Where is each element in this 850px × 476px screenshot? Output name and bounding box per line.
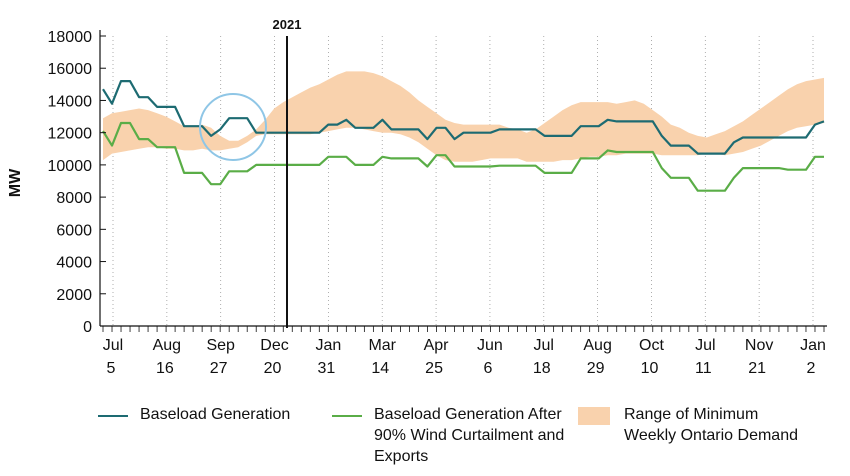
y-tick-label: 18000 xyxy=(48,29,93,46)
y-tick-label: 6000 xyxy=(56,222,92,239)
x-tick-month-label: Jan xyxy=(315,337,341,354)
y-tick-label: 12000 xyxy=(48,126,93,143)
year-marker-label: 2021 xyxy=(273,17,302,32)
x-tick-day-label: 2 xyxy=(807,360,816,377)
legend-label-demand-range: Range of Minimum Weekly Ontario Demand xyxy=(624,406,798,444)
legend: Baseload Generation Baseload Generation … xyxy=(0,404,850,476)
x-tick-month-label: Oct xyxy=(639,337,664,354)
legend-swatch-demand-range xyxy=(578,407,610,425)
x-tick-day-label: 10 xyxy=(641,360,659,377)
x-tick-month-label: Aug xyxy=(583,337,611,354)
y-tick-label: 4000 xyxy=(56,255,92,272)
x-tick-day-label: 29 xyxy=(587,360,605,377)
x-tick-day-label: 6 xyxy=(483,360,492,377)
baseload-after-curtailment-line xyxy=(102,121,824,192)
x-tick-day-label: 16 xyxy=(156,360,174,377)
x-tick-month-label: Jan xyxy=(800,337,826,354)
x-tick-day-label: 31 xyxy=(317,360,335,377)
plot-area: 2021 02000400060008000100001200014000160… xyxy=(7,17,827,377)
x-tick-month-label: Apr xyxy=(424,337,450,354)
baseload-generation-line xyxy=(102,79,825,155)
legend-item-curtailment: Baseload Generation After 90% Wind Curta… xyxy=(332,404,574,467)
y-tick-label: 14000 xyxy=(48,93,93,110)
x-tick-month-label: Mar xyxy=(368,337,396,354)
legend-label-baseload: Baseload Generation xyxy=(140,406,291,423)
x-tick-month-label: Aug xyxy=(153,337,181,354)
legend-swatch-curtailment xyxy=(332,415,362,417)
y-axis-title: MW xyxy=(7,168,24,197)
x-tick-day-label: 25 xyxy=(425,360,443,377)
y-tick-label: 8000 xyxy=(56,190,92,207)
legend-item-demand-range: Range of Minimum Weekly Ontario Demand xyxy=(578,404,798,446)
y-tick-label: 10000 xyxy=(48,158,93,175)
x-tick-day-label: 11 xyxy=(695,360,712,377)
x-tick-day-label: 18 xyxy=(533,360,551,377)
x-tick-day-label: 21 xyxy=(748,360,766,377)
x-tick-month-label: Sep xyxy=(206,337,235,354)
gridlines xyxy=(112,36,814,326)
y-tick-label: 0 xyxy=(83,319,92,336)
x-tick-month-label: Jul xyxy=(103,337,123,354)
demand-range-area xyxy=(103,71,824,162)
x-tick-month-label: Jul xyxy=(695,337,715,354)
x-tick-day-label: 5 xyxy=(107,360,116,377)
x-tick-day-label: 20 xyxy=(264,360,282,377)
x-tick-day-label: 14 xyxy=(371,360,389,377)
legend-label-curtailment: Baseload Generation After 90% Wind Curta… xyxy=(374,406,565,465)
legend-item-baseload: Baseload Generation xyxy=(98,404,290,425)
x-tick-month-label: Nov xyxy=(745,337,773,354)
x-tick-month-label: Dec xyxy=(260,337,288,354)
legend-swatch-baseload xyxy=(98,415,128,417)
axes: 0 2000 4000 6000 8000 10000 12000 14000 16000 180… xyxy=(48,29,827,377)
y-tick-label: 16000 xyxy=(48,61,93,78)
y-tick-label: 2000 xyxy=(56,287,92,304)
x-tick-day-label: 27 xyxy=(210,360,228,377)
highlight-circle xyxy=(199,93,267,161)
x-tick-month-label: Jun xyxy=(477,337,503,354)
x-tick-month-label: Jul xyxy=(534,337,554,354)
